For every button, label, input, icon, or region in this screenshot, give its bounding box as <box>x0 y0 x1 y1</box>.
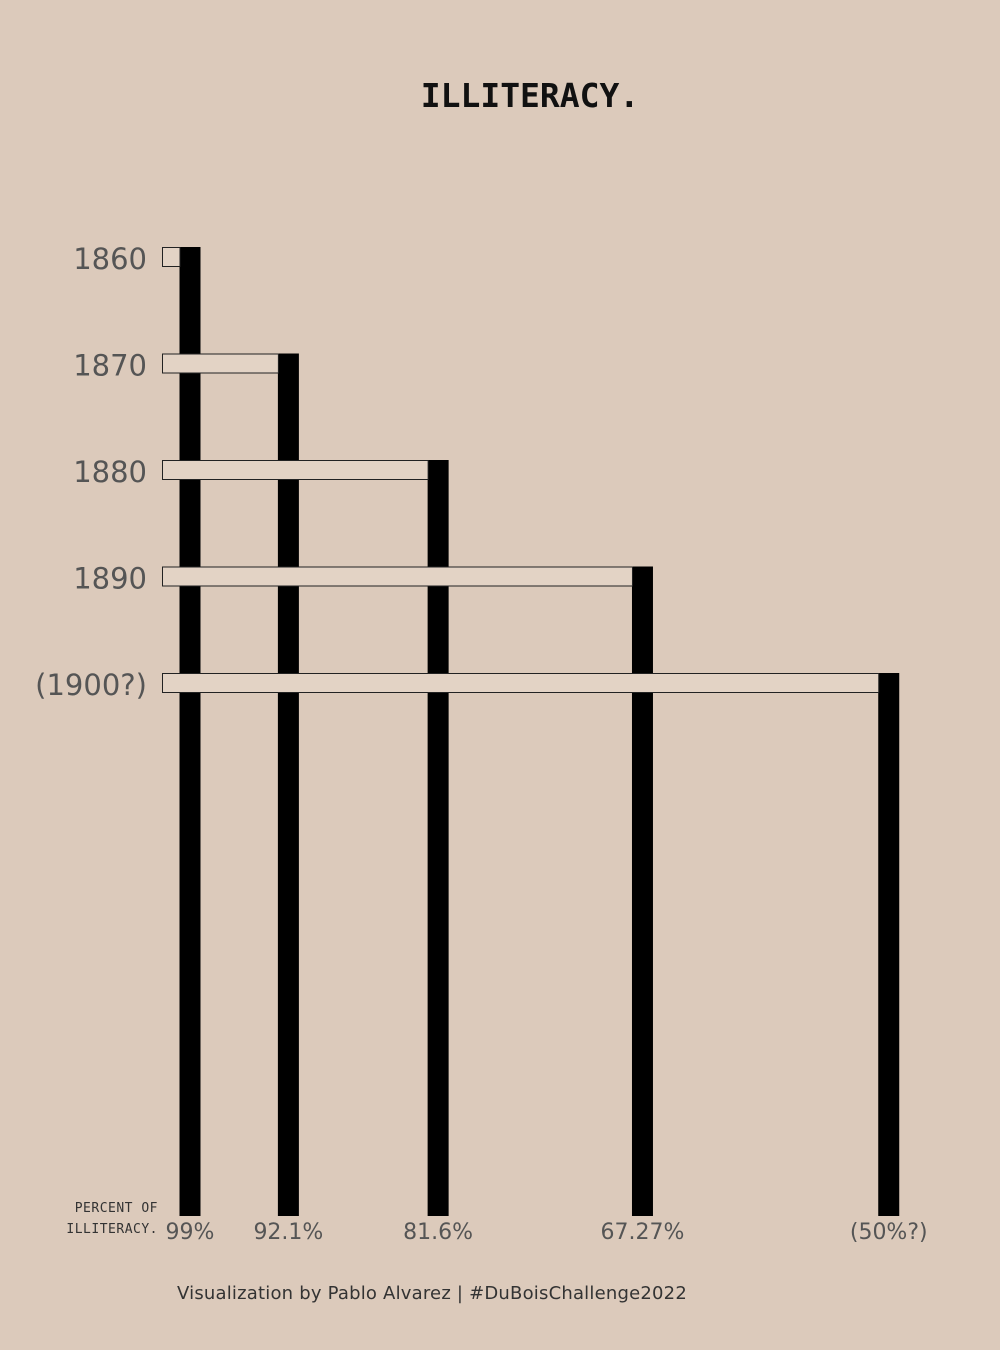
value-label-0: 99% <box>166 1220 215 1245</box>
value-label-4: (50%?) <box>850 1220 928 1245</box>
connector-1890 <box>162 566 633 587</box>
connector-1860 <box>162 247 181 267</box>
bar-1880 <box>427 460 449 1216</box>
year-label-1860: 1860 <box>73 242 147 276</box>
chart-title: ILLITERACY. <box>420 76 640 115</box>
year-label-1900: (1900?) <box>35 668 147 702</box>
year-label-1890: 1890 <box>73 562 147 596</box>
bar-1900 <box>878 673 900 1216</box>
x-axis-label: PERCENT OF ILLITERACY. <box>66 1201 158 1237</box>
connector-1900 <box>162 673 880 693</box>
value-label-1: 92.1% <box>253 1220 323 1245</box>
year-label-1880: 1880 <box>73 455 147 489</box>
connector-1880 <box>162 460 429 480</box>
value-label-2: 81.6% <box>403 1220 473 1245</box>
year-label-1870: 1870 <box>73 349 147 383</box>
credit-line: Visualization by Pablo Alvarez | #DuBois… <box>177 1283 687 1304</box>
value-label-3: 67.27% <box>601 1220 685 1245</box>
connector-1870 <box>162 353 279 374</box>
bar-1890 <box>631 566 653 1216</box>
bar-1860 <box>179 247 201 1216</box>
bar-1870 <box>277 353 299 1216</box>
